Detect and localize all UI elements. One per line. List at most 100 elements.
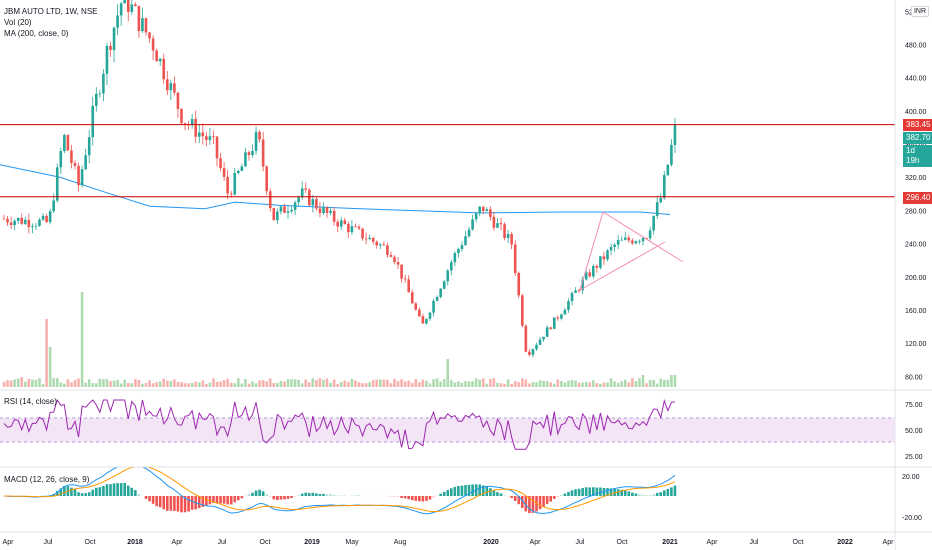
candle xyxy=(322,202,325,215)
y-tick-label: 80.00 xyxy=(905,374,923,381)
rsi-legend-label[interactable]: RSI (14, close) xyxy=(4,397,57,406)
volume-bar xyxy=(659,378,663,387)
macd-histogram-bar xyxy=(123,482,126,496)
candle xyxy=(205,131,208,147)
candle-body xyxy=(276,211,279,221)
macd-histogram-bar xyxy=(137,494,141,496)
macd-histogram-bar xyxy=(418,496,421,502)
candle xyxy=(304,182,308,193)
vol-legend[interactable]: Vol (20) xyxy=(4,18,32,27)
macd-histogram-bar xyxy=(166,496,169,511)
macd-histogram-bar xyxy=(84,493,87,496)
ma-legend[interactable]: MA (200, close, 0) xyxy=(4,29,69,38)
candle-body xyxy=(552,317,556,329)
candle xyxy=(673,118,677,154)
volume-bar xyxy=(347,381,350,387)
volume-bar xyxy=(80,292,84,387)
candle xyxy=(105,42,109,85)
macd-histogram-bar xyxy=(148,496,151,502)
candle-body xyxy=(144,18,148,33)
macd-histogram-bar xyxy=(638,494,641,496)
macd-legend-label[interactable]: MACD (12, 26, close, 9) xyxy=(4,475,90,484)
candle-body xyxy=(70,150,73,163)
volume-bar xyxy=(641,375,645,387)
macd-histogram-bar xyxy=(425,496,428,501)
ma-line xyxy=(0,164,671,216)
macd-histogram-bar xyxy=(187,496,190,512)
macd-histogram-bar xyxy=(652,494,655,496)
candle xyxy=(652,215,655,235)
candle xyxy=(38,217,41,227)
volume-bar xyxy=(148,380,151,387)
x-tick-label: May xyxy=(345,539,359,546)
candle-body xyxy=(55,167,59,201)
candle xyxy=(276,208,279,224)
candle-body xyxy=(194,118,197,137)
volume-bar xyxy=(205,383,208,387)
volume-bar xyxy=(393,378,396,387)
candle-body xyxy=(545,327,549,337)
volume-bar xyxy=(84,382,87,387)
candle xyxy=(283,203,286,214)
candle-body xyxy=(623,237,627,240)
macd-histogram-bar xyxy=(173,496,176,511)
candle xyxy=(563,307,567,315)
candle-body xyxy=(570,292,574,302)
symbol-title[interactable]: JBM AUTO LTD, 1W, NSE xyxy=(4,7,98,16)
candle-body xyxy=(31,226,34,228)
candle-body xyxy=(98,93,102,95)
currency-badge[interactable]: INR xyxy=(910,6,929,17)
macd-histogram-bar xyxy=(311,492,315,496)
macd-histogram-bar xyxy=(453,486,457,496)
volume-bar xyxy=(467,381,471,387)
candle xyxy=(403,274,407,283)
volume-bar xyxy=(510,383,513,387)
macd-histogram-bar xyxy=(354,495,357,496)
candle-body xyxy=(584,272,588,280)
main-legend: JBM AUTO LTD, 1W, NSE Vol (20) MA (200, … xyxy=(4,6,98,39)
volume-bar xyxy=(666,379,670,387)
candle xyxy=(87,130,91,164)
macd-histogram-bar xyxy=(588,487,592,496)
triangle-drawing[interactable] xyxy=(579,211,684,291)
candle-body xyxy=(581,279,584,291)
candle-body xyxy=(460,245,464,250)
volume-bar xyxy=(464,381,467,387)
macd-histogram-bar xyxy=(396,496,400,498)
horizontal-lines[interactable] xyxy=(0,124,895,198)
candle-body xyxy=(151,38,155,51)
candle-body xyxy=(77,165,80,186)
macd-histogram-bar xyxy=(545,496,549,504)
x-tick-label: 2022 xyxy=(837,539,853,546)
volume-bar xyxy=(471,381,474,387)
candle-body xyxy=(645,238,648,239)
volume-bar xyxy=(254,383,258,387)
candle xyxy=(641,237,645,246)
candle-body xyxy=(166,79,169,91)
candle xyxy=(180,108,183,125)
macd-histogram-bar xyxy=(237,496,240,501)
candle xyxy=(460,241,464,252)
volume-bar xyxy=(283,381,286,387)
candle xyxy=(55,163,59,203)
macd-histogram-bar xyxy=(155,496,158,507)
candle xyxy=(560,313,563,321)
volume-bars xyxy=(2,292,677,387)
candle xyxy=(421,313,425,324)
macd-histogram-bar xyxy=(119,483,123,496)
volume-bar xyxy=(38,378,41,387)
candle-body xyxy=(215,136,219,159)
macd-histogram-bar xyxy=(623,490,627,496)
candle xyxy=(261,132,265,172)
candle-body xyxy=(180,108,183,124)
candle-body xyxy=(258,131,261,140)
candle-body xyxy=(659,197,663,203)
volume-bar xyxy=(169,380,173,387)
volume-bar xyxy=(13,379,16,387)
candle xyxy=(102,69,105,102)
candle-body xyxy=(382,244,386,246)
candle-body xyxy=(279,206,283,212)
macd-tick-label: 20.00 xyxy=(902,474,920,481)
volume-bar xyxy=(318,378,322,387)
